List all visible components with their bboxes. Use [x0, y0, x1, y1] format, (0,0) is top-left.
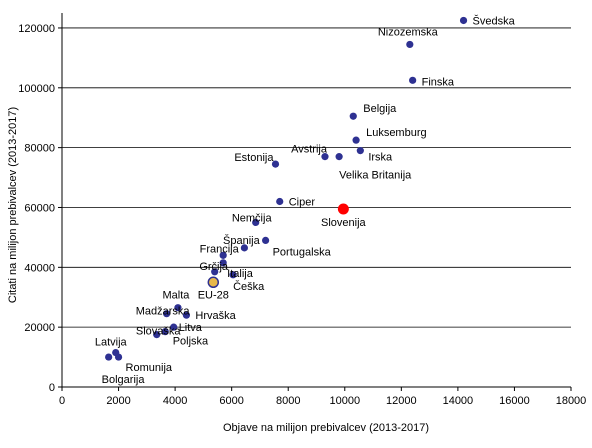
- point-švedska: [459, 16, 468, 25]
- point-italija: [219, 259, 227, 267]
- label-point-grčija: Grčija: [199, 261, 229, 273]
- point-slovenija: [337, 203, 349, 215]
- point-belgija: [349, 112, 357, 120]
- point-španija: [240, 244, 248, 252]
- x-tick-label-9: 18000: [556, 395, 587, 407]
- point-hrvaška: [182, 311, 191, 319]
- label-point-nemčija: Nemčija: [232, 212, 273, 224]
- label-point-slovenija: Slovenija: [321, 217, 367, 229]
- x-tick-label-6: 12000: [386, 395, 417, 407]
- point-poljska: [153, 331, 161, 339]
- label-point-italija: Italija: [227, 268, 254, 280]
- label-point-luksemburg: Luksemburg: [366, 127, 427, 139]
- label-point-irska: Irska: [368, 152, 393, 164]
- point-luksemburg: [352, 136, 360, 144]
- label-point-ciper: Ciper: [289, 196, 316, 208]
- point-labels: Švedska Nizozemska Finska Belgija Luksemburg…: [95, 14, 516, 386]
- label-point-malta: Malta: [162, 290, 190, 302]
- y-tick-label-5: 100000: [18, 83, 55, 95]
- x-tick-label-3: 6000: [219, 395, 243, 407]
- y-tick-label-3: 60000: [24, 202, 55, 214]
- point-malta: [174, 304, 182, 312]
- label-point-romunija: Romunija: [126, 362, 173, 374]
- point-estonija: [271, 160, 280, 168]
- point-avstrija: [321, 153, 329, 161]
- label-point-nizozemska: Nizozemska: [378, 26, 439, 38]
- x-tick-label-8: 16000: [499, 395, 530, 407]
- y-axis-title: Citati na milijon prebivalcev (2013-2017…: [7, 107, 19, 303]
- point-francija: [219, 251, 227, 259]
- point-nemčija: [252, 218, 260, 227]
- label-point-estonija: Estonija: [234, 152, 274, 164]
- label-point-poljska: Poljska: [173, 336, 209, 348]
- y-tick-label-4: 80000: [24, 143, 55, 155]
- point-nizozemska: [406, 40, 414, 49]
- gridlines: [62, 27, 571, 328]
- tick-labels: 0 20000 40000 60000 80000 100000 120000 0 2000 40…: [18, 23, 586, 407]
- point-velika-britanija: [335, 153, 343, 161]
- label-point-madžarska: Madžarska: [136, 306, 191, 318]
- point-finska: [409, 76, 417, 84]
- y-tick-label-0: 0: [49, 382, 55, 394]
- x-tick-label-1: 2000: [106, 395, 130, 407]
- x-tick-label-5: 10000: [329, 395, 360, 407]
- label-point-belgija: Belgija: [363, 103, 397, 115]
- label-point-španija: Španija: [223, 234, 261, 247]
- label-point-latvija: Latvija: [95, 337, 128, 349]
- x-tick-label-0: 0: [59, 395, 65, 407]
- point-ciper: [276, 197, 284, 206]
- label-point-avstrija: Avstrija: [291, 144, 328, 156]
- data-points: [105, 16, 468, 361]
- label-point-velika-britanija: Velika Britanija: [339, 170, 412, 182]
- label-point-finska: Finska: [422, 76, 455, 88]
- y-tick-label-1: 20000: [24, 322, 55, 334]
- point-portugalska: [262, 236, 270, 244]
- label-point-hrvaška: Hrvaška: [195, 310, 236, 322]
- label-point-češka: Češka: [233, 280, 265, 293]
- label-point-slovaška: Slovaška: [136, 326, 182, 338]
- x-tick-label-7: 14000: [443, 395, 474, 407]
- label-point-eu-28: EU-28: [198, 289, 229, 301]
- point-litva: [170, 323, 178, 331]
- label-point-portugalska: Portugalska: [273, 246, 332, 258]
- label-point-švedska: Švedska: [473, 14, 516, 27]
- point-bolgarija: [105, 353, 113, 361]
- x-axis-title: Objave na milijon prebivalcev (2013-2017…: [223, 422, 429, 434]
- point-romunija: [114, 353, 123, 361]
- point-češka: [229, 271, 237, 279]
- point-eu-28: [207, 276, 220, 289]
- point-irska: [356, 147, 364, 155]
- label-point-francija: Francija: [200, 243, 240, 255]
- label-point-bolgarija: Bolgarija: [102, 374, 146, 386]
- x-tick-label-2: 4000: [163, 395, 187, 407]
- point-grčija: [211, 268, 219, 276]
- y-tick-label-6: 120000: [18, 23, 55, 35]
- axes: [58, 13, 572, 391]
- y-tick-label-2: 40000: [24, 262, 55, 274]
- label-point-litva: Litva: [179, 322, 203, 334]
- point-madžarska: [163, 310, 171, 318]
- x-tick-label-4: 8000: [276, 395, 300, 407]
- point-slovaška: [161, 328, 169, 336]
